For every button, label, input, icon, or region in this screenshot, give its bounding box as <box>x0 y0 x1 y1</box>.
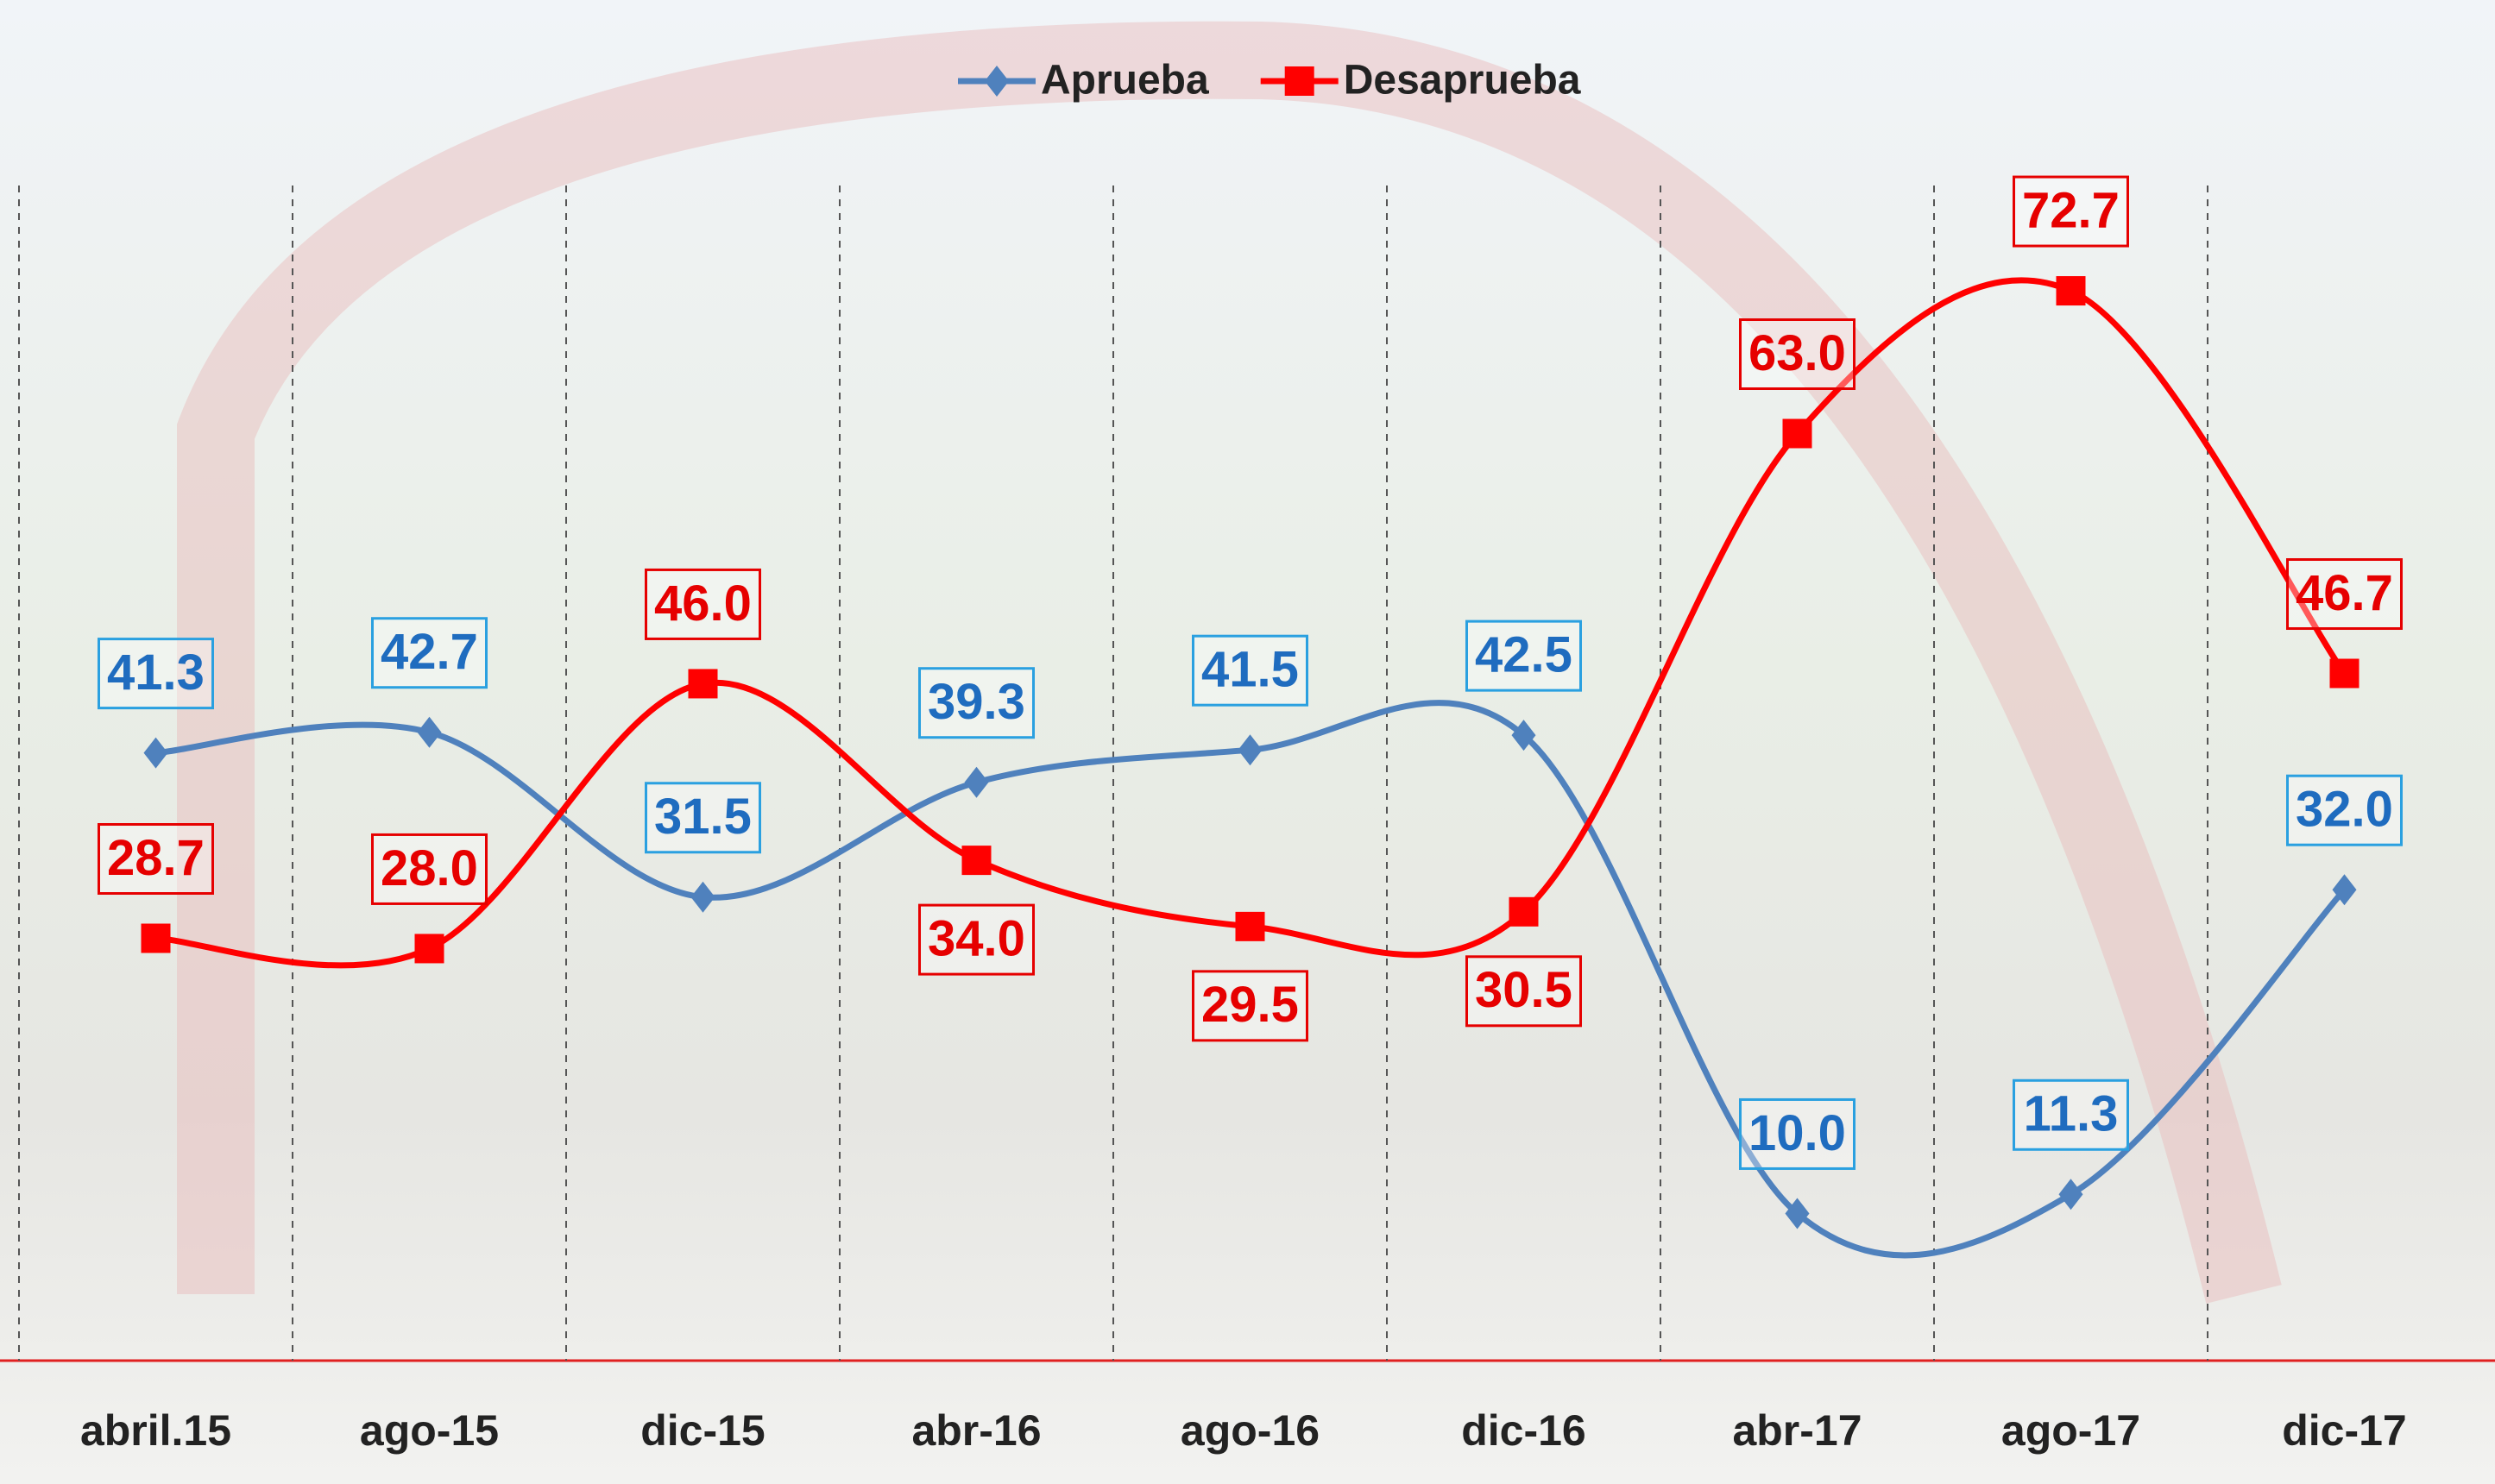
data-label: 41.3 <box>107 645 205 701</box>
marker <box>1236 912 1265 941</box>
marker <box>415 934 444 963</box>
x-tick-label: ago-15 <box>360 1406 499 1455</box>
x-tick-label: ago-17 <box>2001 1406 2140 1455</box>
data-label: 34.0 <box>928 910 1025 966</box>
data-label: 28.7 <box>107 830 205 886</box>
x-tick-label: abril.15 <box>80 1406 231 1455</box>
marker <box>2057 276 2086 305</box>
x-tick-label: ago-16 <box>1181 1406 1320 1455</box>
data-label: 41.5 <box>1201 642 1299 698</box>
marker <box>1783 419 1812 449</box>
x-tick-label: abr-16 <box>911 1406 1041 1455</box>
legend-label: Aprueba <box>1041 58 1209 104</box>
x-tick-label: dic-17 <box>2282 1406 2407 1455</box>
x-tick-label: dic-15 <box>640 1406 766 1455</box>
data-label: 28.0 <box>381 840 478 896</box>
legend-label: Desaprueba <box>1344 58 1581 104</box>
data-label: 72.7 <box>2022 182 2120 238</box>
marker <box>962 846 992 875</box>
data-label: 42.7 <box>381 624 478 680</box>
data-label: 46.0 <box>654 575 752 632</box>
chart: abril.15 ago-15 dic-15 abr-16 ago-16 dic-16 ab… <box>0 0 2495 1484</box>
data-label: 31.5 <box>654 789 752 845</box>
data-label: 39.3 <box>928 674 1025 730</box>
data-label: 11.3 <box>2024 1086 2119 1142</box>
data-label: 42.5 <box>1475 626 1572 682</box>
page: abril.15 ago-15 dic-15 abr-16 ago-16 dic-16 ab… <box>0 0 2495 1484</box>
data-label: 46.7 <box>2296 565 2393 621</box>
data-label: 10.0 <box>1748 1105 1846 1161</box>
marker <box>2330 659 2360 689</box>
data-label: 30.5 <box>1475 962 1572 1018</box>
data-label: 29.5 <box>1201 977 1299 1033</box>
x-tick-label: abr-17 <box>1732 1406 1862 1455</box>
x-tick-label: dic-16 <box>1461 1406 1586 1455</box>
marker <box>689 669 718 698</box>
legend-marker <box>1285 66 1314 96</box>
data-label: 63.0 <box>1748 325 1846 381</box>
marker <box>1509 897 1539 927</box>
marker <box>142 924 171 953</box>
data-label: 32.0 <box>2296 782 2393 838</box>
